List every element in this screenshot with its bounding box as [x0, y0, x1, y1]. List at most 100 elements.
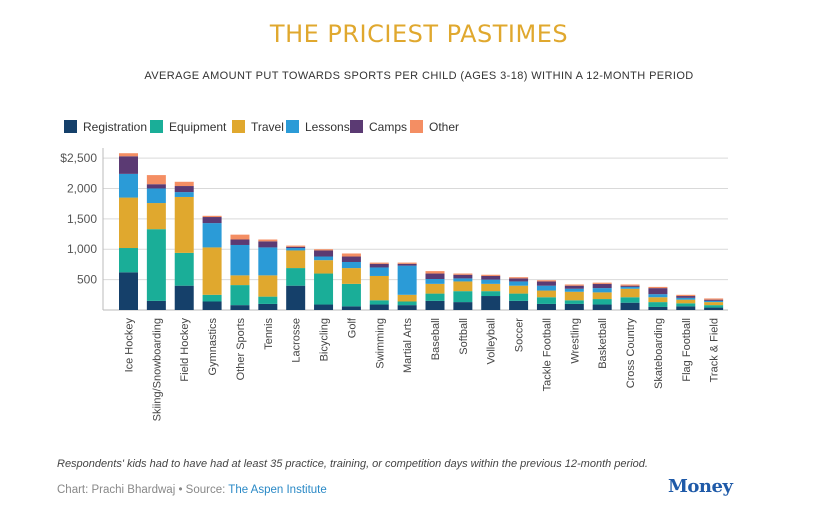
legend-swatch-1: [150, 120, 163, 133]
bar-segment: [453, 302, 473, 310]
bar-segment: [453, 278, 473, 282]
bar-segment: [119, 156, 138, 174]
bar-segment: [119, 173, 138, 198]
bar-segment: [564, 303, 584, 310]
bar-segment: [704, 305, 724, 308]
bar-segment: [536, 290, 556, 298]
y-axis: 500 1,000 1,500 2,000 $2,500: [60, 148, 728, 311]
bar-segment: [174, 181, 194, 187]
bar-segment: [230, 244, 250, 276]
bar-segment: [286, 285, 306, 310]
bar-segment: [397, 263, 417, 266]
x-tick-label: Field Hockey: [179, 318, 191, 382]
bar-segment: [397, 265, 417, 295]
x-tick-label: Other Sports: [235, 318, 247, 381]
bar-segment: [286, 246, 306, 249]
credit-line: Chart: Prachi Bhardwaj • Source: The Asp…: [57, 484, 327, 496]
bar-segment: [536, 297, 556, 304]
credit-prefix: Chart: Prachi Bhardwaj • Source:: [57, 484, 229, 496]
bar-segment: [258, 239, 278, 242]
bar-segment: [397, 262, 417, 264]
bar-segment: [453, 273, 473, 275]
y-tick-label-1: 1,000: [67, 242, 97, 256]
bar-segment: [509, 285, 529, 294]
bar-segment: [648, 297, 668, 303]
bar-segment: [341, 256, 361, 262]
bar-segment: [481, 274, 501, 276]
x-tick-label: Skiing/Snowboarding: [151, 318, 163, 421]
bar-segment: [536, 280, 556, 282]
bar-segment: [536, 303, 556, 310]
bar-segment: [174, 252, 194, 286]
x-tick-label: Ice Hockey: [124, 318, 136, 373]
bar-segment: [230, 285, 250, 306]
legend-label-0: Registration: [83, 120, 147, 134]
bar-segment: [341, 253, 361, 257]
bar-segment: [509, 277, 529, 279]
bar-segment: [592, 283, 612, 289]
x-tick-label: Cross Country: [625, 318, 637, 389]
bar-segment: [174, 196, 194, 253]
bar-segment: [453, 291, 473, 303]
legend: Registration Equipment Travel Lessons Camps O…: [64, 120, 459, 134]
bar-segment: [676, 296, 696, 298]
x-tick-label: Gymnastics: [207, 318, 219, 376]
bar-segment: [620, 284, 640, 286]
y-tick-label-4: $2,500: [60, 151, 97, 165]
bar-segment: [286, 268, 306, 286]
legend-swatch-2: [232, 120, 245, 133]
bar-segment: [425, 300, 445, 310]
bar-segment: [592, 282, 612, 284]
x-tick-label: Tennis: [263, 318, 275, 350]
bar-segment: [592, 288, 612, 293]
x-axis: Ice Hockey Skiing/Snowboarding Field Hocke…: [124, 317, 721, 421]
bar-segment: [258, 275, 278, 297]
chart-title: THE PRICIEST PASTIMES: [269, 20, 569, 48]
bar-segment: [620, 302, 640, 310]
bar-segment: [258, 241, 278, 248]
bar-segment: [704, 298, 724, 300]
bar-segment: [202, 215, 222, 218]
bar-segment: [592, 304, 612, 310]
x-tick-label: Flag Football: [681, 318, 693, 382]
y-tick-label-0: 500: [77, 273, 97, 287]
bar-segment: [425, 279, 445, 284]
bar-segment: [146, 229, 166, 301]
legend-label-2: Travel: [251, 120, 284, 134]
bar-segment: [509, 281, 529, 286]
bar-segment: [676, 303, 696, 307]
bar-segment: [676, 306, 696, 310]
legend-swatch-3: [286, 120, 299, 133]
legend-swatch-0: [64, 120, 77, 133]
bar-segment: [648, 306, 668, 310]
x-tick-label: Skateboarding: [653, 318, 665, 389]
footnote: Respondents' kids had to have had at lea…: [57, 458, 648, 470]
bar-segment: [119, 248, 138, 273]
bar-segment: [174, 186, 194, 193]
bar-segment: [146, 184, 166, 189]
x-tick-label: Tackle Football: [541, 318, 553, 391]
bar-segment: [341, 261, 361, 269]
legend-label-4: Camps: [369, 120, 407, 134]
bar-segment: [369, 304, 389, 310]
bar-segment: [369, 262, 389, 264]
bar-segment: [202, 247, 222, 295]
bar-segment: [314, 256, 334, 261]
bar-segment: [425, 273, 445, 280]
bar-segment: [564, 284, 584, 286]
bar-segment: [202, 217, 222, 224]
bar-segment: [369, 263, 389, 268]
bar-segment: [536, 285, 556, 291]
bar-segment: [314, 250, 334, 257]
bar-segment: [258, 247, 278, 276]
bar-segment: [453, 281, 473, 292]
bar-segment: [564, 288, 584, 292]
bar-segment: [425, 271, 445, 274]
source-link[interactable]: The Aspen Institute: [228, 484, 327, 496]
bar-segment: [425, 293, 445, 301]
bar-segment: [258, 303, 278, 310]
bar-segment: [509, 293, 529, 301]
bars: [119, 153, 724, 310]
bar-segment: [397, 301, 417, 306]
